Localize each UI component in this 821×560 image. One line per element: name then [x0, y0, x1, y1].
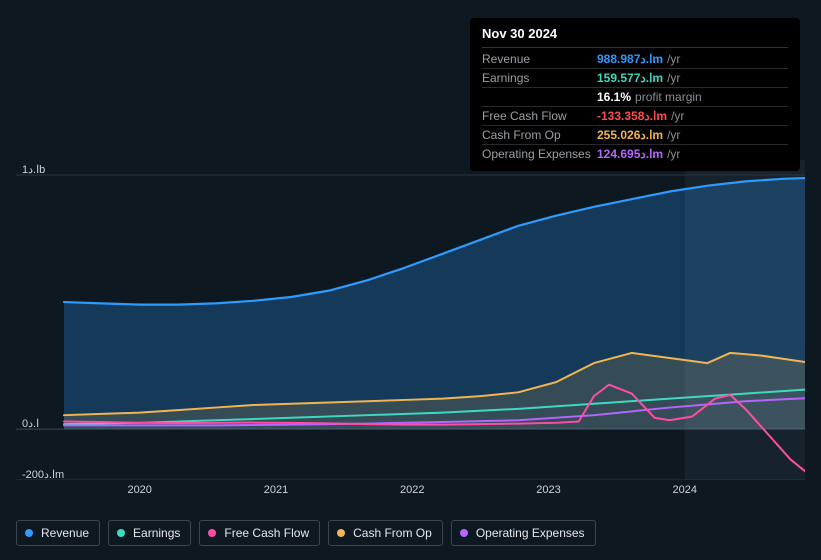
chart-tooltip: Nov 30 2024 Revenue988.987ا.د‎m/yrEarnin…	[470, 18, 800, 171]
tooltip-row-value: 988.987ا.د‎m	[597, 52, 663, 66]
tooltip-row-label: Operating Expenses	[482, 147, 597, 161]
tooltip-date: Nov 30 2024	[482, 26, 788, 48]
x-axis-label: 2021	[264, 484, 288, 496]
tooltip-row: Free Cash Flow-133.358ا.د‎m/yr	[482, 107, 788, 126]
tooltip-row-value: 255.026ا.د‎m	[597, 128, 663, 142]
tooltip-row-value: -133.358ا.د‎m	[597, 109, 667, 123]
y-axis-label: 0ا.د‎	[22, 417, 82, 430]
tooltip-row: Cash From Op255.026ا.د‎m/yr	[482, 126, 788, 145]
chart-legend: Revenue Earnings Free Cash Flow Cash From O…	[16, 520, 596, 546]
tooltip-row-suffix: /yr	[671, 109, 684, 123]
legend-label: Free Cash Flow	[224, 526, 309, 540]
tooltip-row-suffix: /yr	[667, 147, 680, 161]
x-axis-label: 2020	[127, 484, 151, 496]
tooltip-row-suffix: /yr	[667, 71, 680, 85]
tooltip-row-value: 16.1%	[597, 90, 631, 104]
tooltip-row: Revenue988.987ا.د‎m/yr	[482, 50, 788, 69]
tooltip-row: 16.1% profit margin	[482, 88, 788, 107]
tooltip-rows: Revenue988.987ا.د‎m/yrEarnings159.577ا.د…	[482, 50, 788, 163]
x-axis-label: 2022	[400, 484, 424, 496]
legend-dot-icon	[208, 529, 216, 537]
tooltip-row-suffix: profit margin	[635, 90, 702, 104]
tooltip-row-value: 124.695ا.د‎m	[597, 147, 663, 161]
tooltip-row-label	[482, 90, 597, 104]
legend-dot-icon	[337, 529, 345, 537]
y-axis-label: -200ا.د‎m	[22, 468, 82, 481]
legend-item[interactable]: Revenue	[16, 520, 100, 546]
x-axis-label: 2024	[672, 484, 696, 496]
tooltip-row-value: 159.577ا.د‎m	[597, 71, 663, 85]
legend-label: Earnings	[133, 526, 180, 540]
tooltip-row: Operating Expenses124.695ا.د‎m/yr	[482, 145, 788, 163]
tooltip-row-suffix: /yr	[667, 128, 680, 142]
legend-item[interactable]: Free Cash Flow	[199, 520, 320, 546]
legend-item[interactable]: Operating Expenses	[451, 520, 596, 546]
financials-chart[interactable]: 1ا.د‎b 0ا.د‎ -200ا.د‎m	[16, 160, 805, 480]
legend-label: Operating Expenses	[476, 526, 585, 540]
tooltip-row-label: Revenue	[482, 52, 597, 66]
y-axis-label: 1ا.د‎b	[22, 163, 82, 176]
legend-label: Revenue	[41, 526, 89, 540]
legend-label: Cash From Op	[353, 526, 432, 540]
legend-dot-icon	[25, 529, 33, 537]
x-axis-label: 2023	[536, 484, 560, 496]
legend-item[interactable]: Earnings	[108, 520, 191, 546]
tooltip-row-suffix: /yr	[667, 52, 680, 66]
legend-dot-icon	[460, 529, 468, 537]
tooltip-row-label: Cash From Op	[482, 128, 597, 142]
legend-dot-icon	[117, 529, 125, 537]
tooltip-row: Earnings159.577ا.د‎m/yr	[482, 69, 788, 88]
x-axis-labels: 2020 2021 2022 2023 2024	[16, 484, 805, 500]
tooltip-row-label: Earnings	[482, 71, 597, 85]
tooltip-row-label: Free Cash Flow	[482, 109, 597, 123]
legend-item[interactable]: Cash From Op	[328, 520, 443, 546]
